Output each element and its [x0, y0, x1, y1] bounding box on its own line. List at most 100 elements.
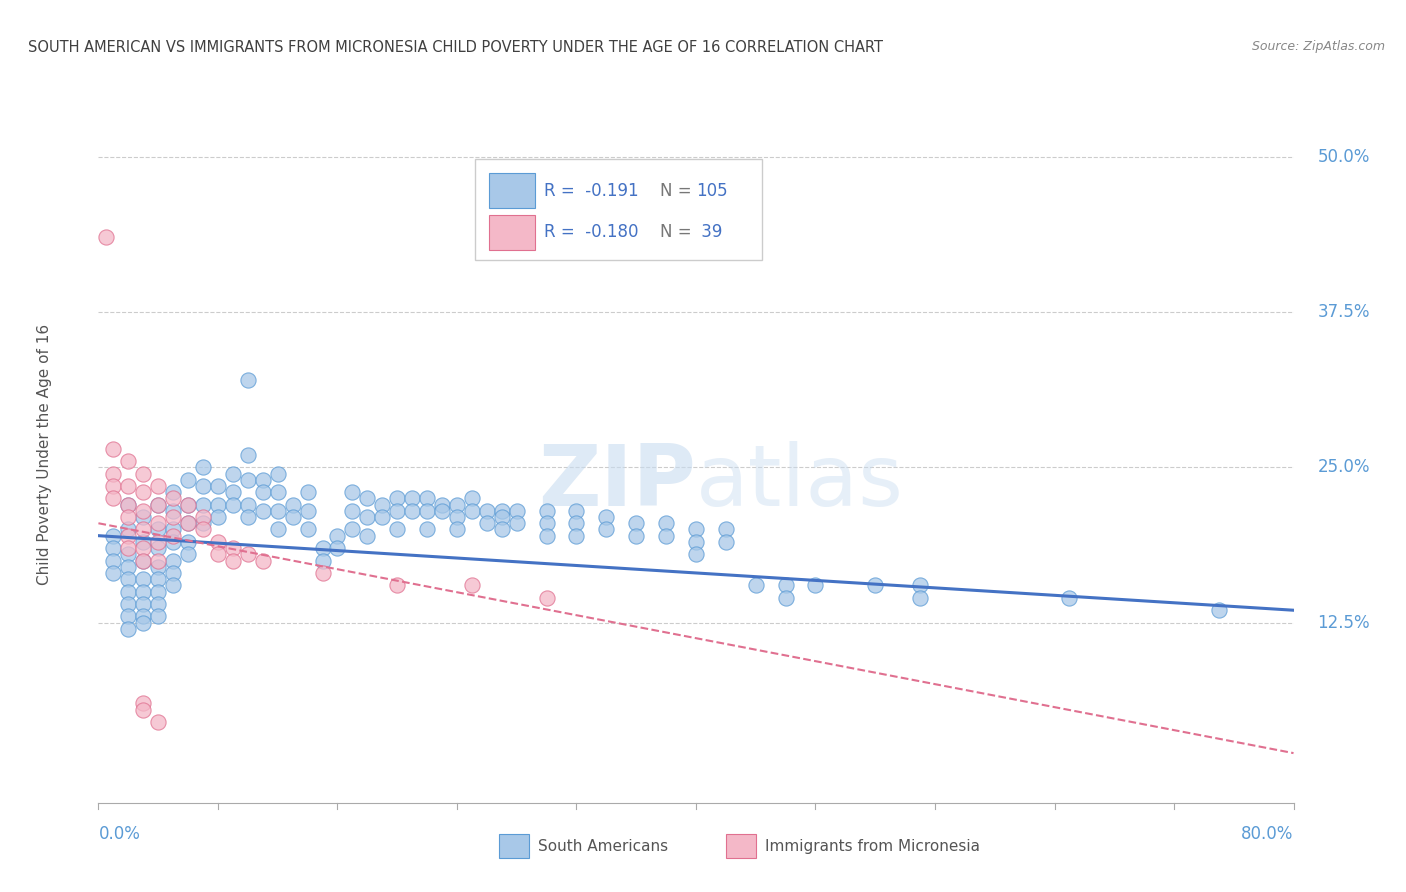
Text: SOUTH AMERICAN VS IMMIGRANTS FROM MICRONESIA CHILD POVERTY UNDER THE AGE OF 16 C: SOUTH AMERICAN VS IMMIGRANTS FROM MICRON… [28, 40, 883, 55]
Point [595, 523, 617, 537]
Point [475, 516, 498, 531]
Point [385, 578, 409, 592]
Text: 80.0%: 80.0% [1241, 825, 1294, 843]
Point [103, 553, 125, 567]
Text: N =: N = [661, 182, 697, 200]
Point [595, 510, 617, 524]
Point [148, 584, 170, 599]
Point [103, 442, 125, 456]
Point [132, 485, 155, 500]
Point [252, 473, 274, 487]
Point [148, 516, 170, 531]
Point [162, 534, 184, 549]
Point [132, 615, 155, 630]
Point [207, 479, 229, 493]
Point [117, 498, 139, 512]
Point [132, 597, 155, 611]
Point [267, 523, 290, 537]
Text: 39: 39 [696, 223, 723, 241]
Point [326, 541, 349, 555]
Text: 25.0%: 25.0% [1317, 458, 1369, 476]
Text: ZIP: ZIP [538, 442, 696, 524]
Point [775, 591, 797, 605]
Point [626, 516, 648, 531]
Point [236, 498, 259, 512]
Text: Source: ZipAtlas.com: Source: ZipAtlas.com [1251, 40, 1385, 54]
Point [385, 504, 409, 518]
Point [267, 485, 290, 500]
Point [132, 553, 155, 567]
Bar [489, 173, 534, 208]
Point [103, 529, 125, 543]
Point [132, 553, 155, 567]
Point [222, 485, 245, 500]
Point [148, 541, 170, 555]
Text: 50.0%: 50.0% [1317, 148, 1369, 166]
Point [222, 498, 245, 512]
Point [655, 529, 678, 543]
Point [908, 578, 931, 592]
Point [132, 609, 155, 624]
Bar [489, 215, 534, 250]
Point [132, 541, 155, 555]
Point [446, 498, 468, 512]
Point [342, 485, 364, 500]
Bar [725, 834, 756, 858]
Point [385, 523, 409, 537]
Point [685, 523, 707, 537]
Point [1059, 591, 1081, 605]
Point [162, 529, 184, 543]
Point [536, 529, 558, 543]
Point [430, 498, 453, 512]
Point [132, 572, 155, 586]
Point [430, 504, 453, 518]
Point [311, 553, 333, 567]
Point [162, 485, 184, 500]
Point [207, 534, 229, 549]
Point [207, 510, 229, 524]
Point [117, 479, 139, 493]
Point [117, 597, 139, 611]
Point [714, 523, 737, 537]
Point [177, 516, 200, 531]
Point [162, 553, 184, 567]
Point [117, 523, 139, 537]
Point [148, 498, 170, 512]
Point [252, 485, 274, 500]
Point [714, 534, 737, 549]
Point [236, 473, 259, 487]
Point [162, 491, 184, 506]
Point [132, 467, 155, 481]
Point [1208, 603, 1230, 617]
Point [117, 529, 139, 543]
Point [356, 510, 378, 524]
Point [385, 491, 409, 506]
Point [281, 498, 304, 512]
Text: 12.5%: 12.5% [1317, 614, 1369, 632]
Text: 105: 105 [696, 182, 727, 200]
Point [222, 467, 245, 481]
Point [371, 498, 394, 512]
Point [177, 498, 200, 512]
Point [103, 541, 125, 555]
Point [162, 566, 184, 580]
Text: South Americans: South Americans [538, 839, 668, 855]
Point [132, 697, 155, 711]
Point [148, 553, 170, 567]
Point [148, 572, 170, 586]
Point [267, 467, 290, 481]
Point [148, 479, 170, 493]
Point [148, 523, 170, 537]
Point [342, 523, 364, 537]
Point [491, 523, 513, 537]
Point [148, 597, 170, 611]
Point [281, 510, 304, 524]
Text: R =  -0.191: R = -0.191 [544, 182, 638, 200]
Point [148, 714, 170, 729]
Point [148, 559, 170, 574]
Point [865, 578, 887, 592]
Point [177, 534, 200, 549]
Point [191, 479, 214, 493]
Point [117, 498, 139, 512]
Point [177, 516, 200, 531]
